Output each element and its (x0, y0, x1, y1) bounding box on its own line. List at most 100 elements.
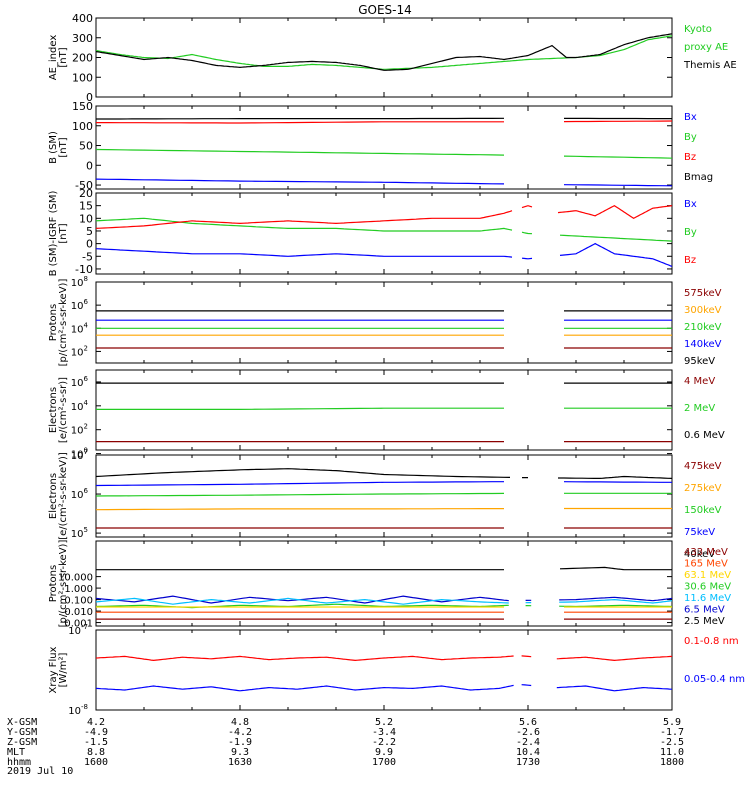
y-tick-label: 104 (71, 321, 89, 335)
y-tick-exponent: 4 (84, 399, 89, 407)
legend-entry: Themis AE (683, 60, 737, 71)
ephemeris-value: 9.3 (230, 747, 250, 758)
legend-entry: Bx (684, 199, 697, 210)
y-axis-label: [nT] (58, 223, 69, 243)
panel-6: 107 106 105 Electrons [e/(cm²-s-sr-keV)] 475k… (48, 448, 722, 560)
legend-entry: 0.05-0.4 nm (684, 674, 745, 685)
series-40kev (95, 468, 673, 479)
y-tick-label: 100 (72, 120, 93, 133)
y-tick-label: 50 (79, 140, 93, 153)
ephemeris-value: 5.2 (374, 717, 394, 728)
ephemeris-value: 10.4 (515, 747, 541, 758)
y-tick-label: 5 (86, 225, 93, 238)
ephemeris-value: -2.2 (371, 737, 397, 748)
date-label: 2019 Jul 10 (7, 766, 74, 777)
series-150kev (95, 492, 672, 497)
legend-entry: Bmag (684, 172, 713, 183)
figure-title: GOES-14 (358, 3, 412, 17)
series-themis-ae (95, 33, 673, 71)
ephemeris-value: 1700 (371, 757, 397, 768)
series-by (95, 148, 673, 159)
ephemeris-value: -2.5 (659, 737, 685, 748)
y-tick-label: 107 (71, 448, 88, 462)
series-by (95, 217, 673, 242)
ephemeris-value: 4.2 (86, 717, 106, 728)
legend-entry: 2.5 MeV (684, 616, 725, 627)
panel-frame (95, 629, 673, 711)
legend-entry: By (684, 132, 697, 143)
y-tick-exponent: 0 (84, 447, 88, 455)
y-tick-label: 108 (71, 275, 88, 289)
y-tick-label: 105 (71, 526, 88, 540)
y-tick-label: 150 (72, 100, 93, 113)
series-kyoto-proxy-ae (95, 35, 673, 70)
series-bmag (96, 117, 672, 120)
y-tick-exponent: 6 (84, 375, 89, 383)
legend-entry: 40keV (684, 549, 715, 560)
panel-1: 400 300 200 100 0 AE_index [nT] Kyoto proxy AE Th… (48, 12, 737, 104)
y-tick-exponent: 8 (84, 275, 88, 283)
y-axis-label: Electrons (48, 387, 59, 433)
legend-entry: 6.5 MeV (684, 605, 725, 616)
y-tick-label: 10-8 (68, 703, 88, 717)
legend-entry: 4 MeV (684, 376, 715, 387)
y-tick-exponent: 6 (84, 487, 89, 495)
panel-4: 108 106 104 102 Protons [p/(cm²-s-sr-keV)] 575… (48, 275, 722, 367)
y-tick-label: 102 (71, 344, 88, 358)
legend-entry: 2 MeV (684, 403, 715, 414)
y-tick-exponent: 2 (84, 423, 88, 431)
panel-frame (95, 17, 673, 98)
legend-entry: 11.6 MeV (684, 593, 731, 604)
y-tick-label: -10 (75, 263, 93, 276)
y-tick-label: 1.000 (64, 584, 93, 595)
ephemeris-value: -1.7 (659, 727, 685, 738)
y-tick-label: 0.010 (64, 607, 93, 618)
y-tick-label: -5 (82, 250, 93, 263)
y-axis-label: Protons (48, 304, 59, 341)
y-tick-label: 0 (86, 238, 93, 251)
y-tick-exponent: 6 (84, 298, 89, 306)
legend-entry: By (684, 227, 697, 238)
ephemeris-value: -2.6 (515, 727, 541, 738)
ephemeris-row-label: Y-GSM (7, 727, 38, 738)
ephemeris-value: -3.4 (371, 727, 397, 738)
series-75kev (95, 481, 672, 487)
legend-entry: 75keV (684, 527, 715, 538)
y-tick-label: 106 (71, 375, 89, 389)
series-bx (95, 178, 673, 187)
y-tick-exponent: 7 (84, 448, 88, 456)
series-2-mev (96, 407, 672, 410)
y-axis-label: Xray Flux (48, 646, 59, 693)
series-0-05-0-4-nm (95, 684, 673, 692)
y-tick-label: 300 (72, 32, 93, 45)
legend-entry: 210keV (684, 322, 722, 333)
legend-entry: 575keV (684, 288, 722, 299)
ephemeris-row-label: MLT (7, 747, 26, 758)
panel-frame (95, 192, 673, 275)
legend-entry: 275keV (684, 483, 722, 494)
y-axis-label: [p/(cm²-s-sr-keV)] (58, 540, 69, 628)
legend-entry: Bz (684, 255, 696, 266)
legend-entry: 150keV (684, 505, 722, 516)
legend-entry: 433 MeV (684, 547, 728, 558)
y-tick-exponent: 4 (84, 321, 89, 329)
legend-entry: Kyoto (684, 24, 712, 35)
legend-entry: 30.6 MeV (684, 582, 731, 593)
y-tick-label: 102 (71, 423, 88, 437)
y-tick-label: 15 (79, 200, 93, 213)
y-tick-label: 0 (86, 91, 93, 104)
y-axis-label: Electrons (48, 473, 59, 519)
legend-entry: proxy AE (684, 42, 728, 53)
ephemeris-value: 5.6 (518, 717, 538, 728)
legend-entry: 0.6 MeV (684, 430, 725, 441)
y-axis-label: [W/m²] (58, 652, 69, 687)
ephemeris-value: -1.5 (83, 737, 109, 748)
ephemeris-value: 1600 (83, 757, 109, 768)
series-275kev (95, 507, 672, 511)
legend-entry: 475keV (684, 461, 722, 472)
legend-entry: 140keV (684, 339, 722, 350)
series-11-6-mev (95, 597, 673, 605)
